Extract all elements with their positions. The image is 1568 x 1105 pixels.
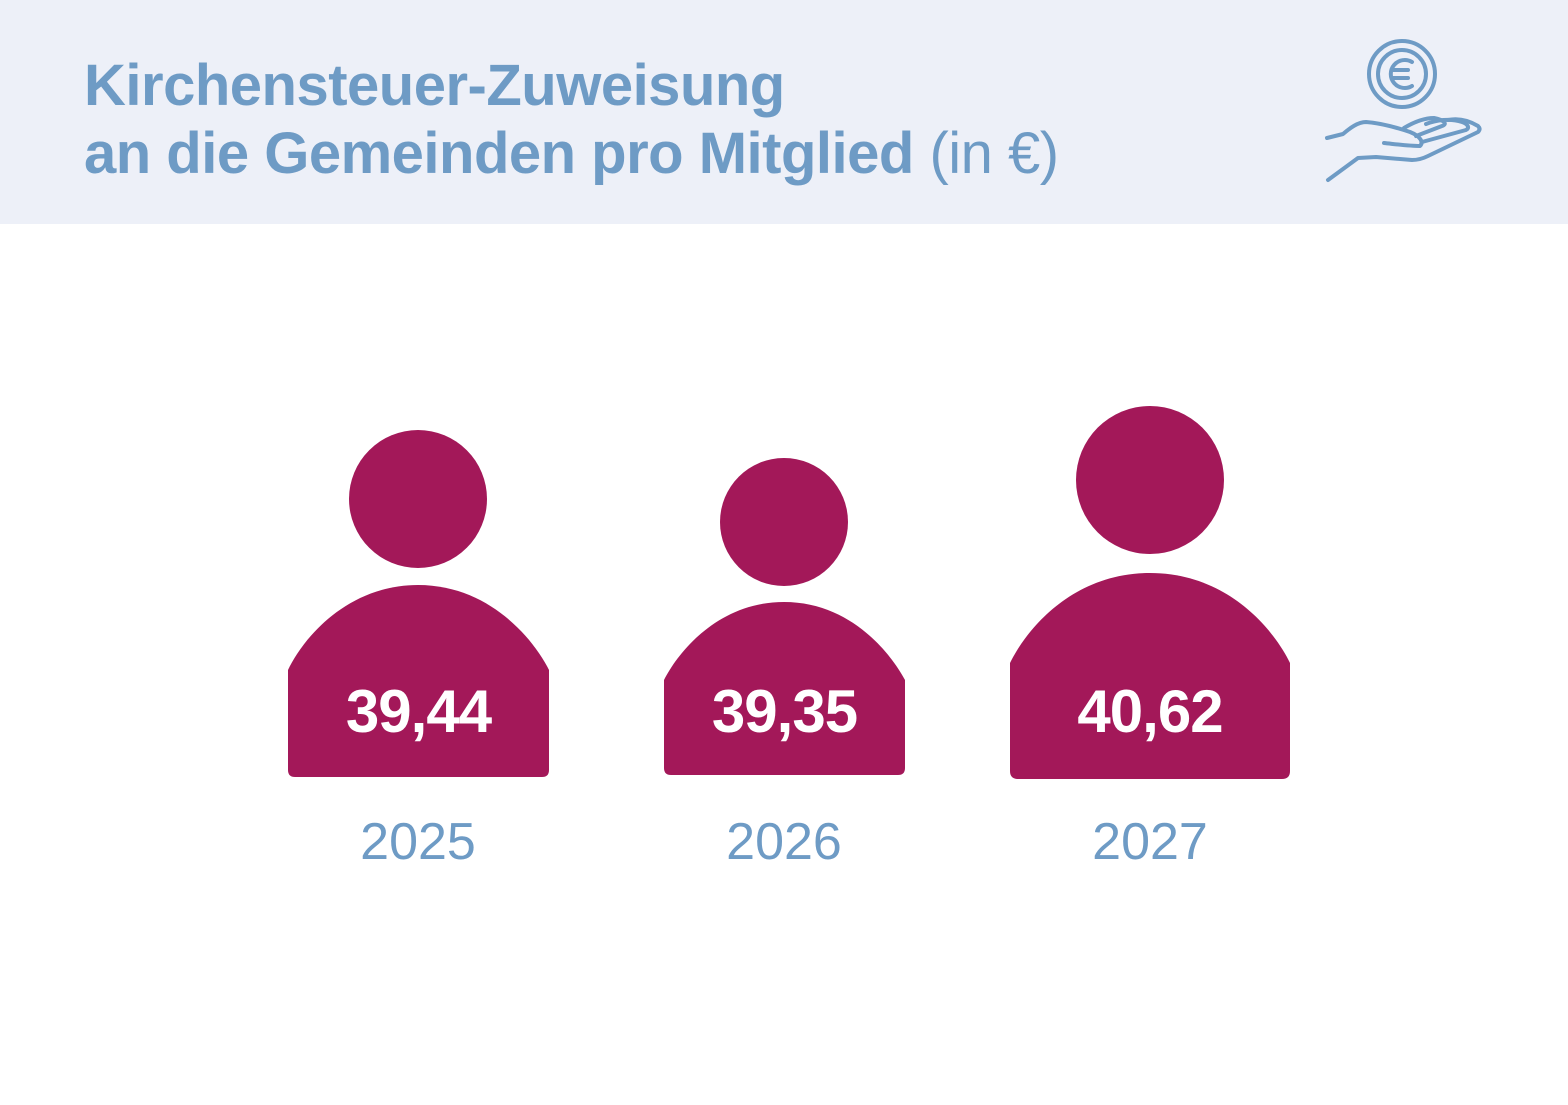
title-unit: (in €) [929,121,1059,186]
value-label-2025: 39,44 [345,678,492,745]
hand-with-euro-coin-icon [1325,39,1482,182]
value-label-2027: 40,62 [1077,678,1223,745]
year-label-2026: 2026 [726,813,842,871]
title-line-2: an die Gemeinden pro Mitglied [84,121,914,186]
value-label-2026: 39,35 [711,678,858,745]
title-line-1: Kirchensteuer-Zuweisung [84,53,785,118]
year-label-2025: 2025 [360,813,476,871]
header-banner: Kirchensteuer-Zuweisung an die Gemeinden… [0,0,1568,224]
year-label-2027: 2027 [1092,813,1208,871]
page-title: Kirchensteuer-Zuweisung an die Gemeinden… [84,52,1059,188]
